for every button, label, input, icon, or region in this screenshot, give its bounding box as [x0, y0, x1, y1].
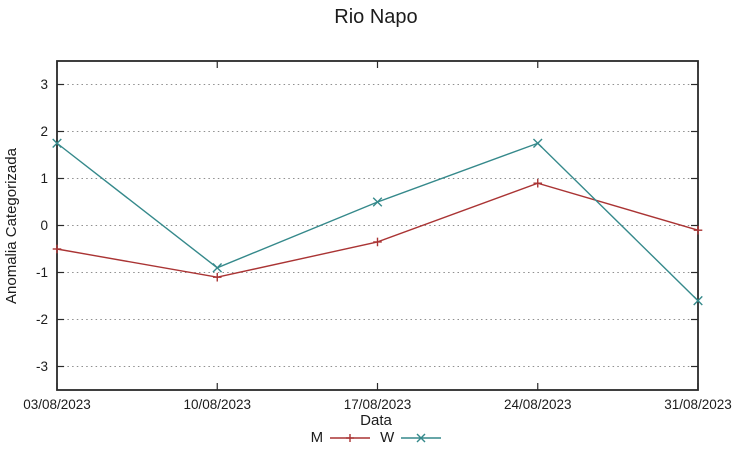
legend-line-plus-icon	[330, 433, 371, 442]
chart-title: Rio Napo	[334, 6, 418, 28]
legend-label-m: M	[310, 429, 324, 446]
x-tick-label: 10/08/2023	[183, 397, 251, 412]
y-tick-label: -1	[36, 265, 48, 280]
y-tick-label: -3	[36, 359, 48, 374]
x-tick-label: 31/08/2023	[664, 397, 732, 412]
legend: M W	[0, 429, 752, 446]
legend-item-m[interactable]: M	[311, 429, 371, 446]
marker-x	[693, 295, 703, 306]
marker-x	[532, 138, 543, 149]
marker-x	[212, 263, 223, 273]
y-tick-label: -2	[36, 312, 48, 327]
series-W-line	[56, 142, 699, 302]
x-axis-label: Data	[360, 412, 392, 429]
series-M-line	[56, 182, 699, 278]
y-tick-label: 0	[40, 218, 48, 233]
y-tick-label: 1	[40, 171, 48, 186]
legend-label-w: W	[380, 429, 395, 446]
x-tick-label: 17/08/2023	[344, 397, 412, 412]
legend-sample-marker	[416, 433, 426, 442]
legend-line-x-icon	[401, 433, 442, 442]
y-tick-label: 2	[40, 124, 48, 139]
y-tick-label: 3	[40, 77, 48, 92]
marker-x	[372, 197, 383, 207]
x-tick-label: 24/08/2023	[504, 397, 572, 412]
marker-x	[52, 138, 62, 149]
legend-item-w[interactable]: W	[380, 429, 442, 446]
x-tick-label: 03/08/2023	[23, 397, 91, 412]
